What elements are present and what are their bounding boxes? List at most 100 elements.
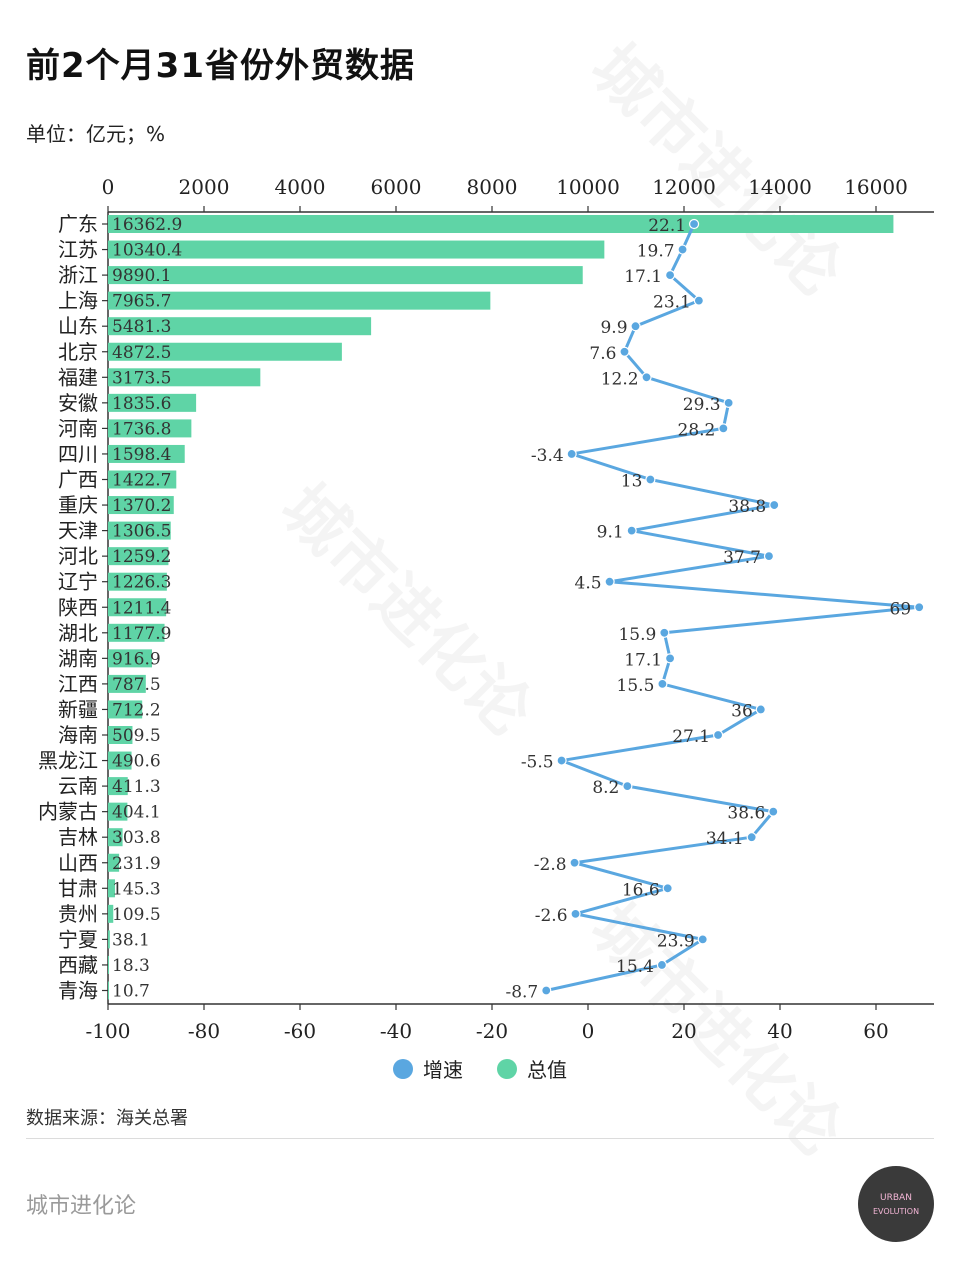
category-label: 云南 — [58, 774, 98, 798]
category-label: 广西 — [58, 468, 98, 492]
growth-point — [723, 397, 734, 408]
bar-value-label: 411.3 — [112, 777, 161, 797]
category-label: 山西 — [58, 851, 98, 875]
bar — [108, 930, 110, 949]
bar-value-label: 1835.6 — [112, 394, 171, 414]
bar — [108, 444, 185, 463]
growth-point — [630, 321, 641, 332]
growth-point — [569, 857, 580, 868]
growth-value-label: 22.1 — [648, 216, 686, 236]
top-axis-tick-label: 16000 — [844, 175, 908, 199]
growth-value-label: -8.7 — [505, 983, 538, 1003]
bar-value-label: 109.5 — [112, 905, 161, 925]
growth-value-label: 15.5 — [617, 676, 655, 696]
bar-value-label: 7965.7 — [112, 292, 171, 312]
growth-value-label: 29.3 — [683, 395, 721, 415]
bar — [108, 572, 167, 591]
growth-value-label: 36 — [731, 701, 753, 721]
bottom-axis-tick-label: -80 — [188, 1019, 220, 1043]
bottom-axis-tick-label: 40 — [767, 1019, 792, 1043]
growth-value-label: 37.7 — [723, 548, 761, 568]
category-label: 海南 — [58, 723, 98, 747]
bar — [108, 240, 605, 259]
bar — [108, 598, 167, 617]
category-label: 北京 — [58, 340, 98, 364]
growth-point — [641, 372, 652, 383]
growth-value-label: -5.5 — [521, 753, 554, 773]
growth-point — [645, 474, 656, 485]
growth-value-label: -3.4 — [531, 446, 564, 466]
bar-value-label: 1259.2 — [112, 547, 171, 567]
growth-point — [712, 729, 724, 741]
top-axis-tick-label: 4000 — [275, 175, 326, 199]
bar-value-label: 712.2 — [112, 700, 161, 720]
brand-logo: URBAN EVOLUTION — [858, 1166, 934, 1242]
growth-value-label: 8.2 — [592, 778, 619, 798]
bar-value-label: 38.1 — [112, 930, 150, 950]
source-note: 数据来源：海关总署 — [26, 1108, 188, 1129]
growth-value-label: 9.1 — [597, 523, 624, 543]
bar — [108, 317, 372, 336]
legend-item-total[interactable]: 总值 — [497, 1054, 567, 1083]
growth-point — [768, 806, 779, 817]
chart-area: 0 2000 4000 6000 8000 10000 12000 14000 16000 -10… — [38, 175, 934, 1043]
top-axis-tick-label: 8000 — [467, 175, 518, 199]
growth-point — [697, 934, 708, 945]
bar — [108, 751, 132, 770]
bar-value-label: 4872.5 — [112, 343, 171, 363]
divider — [26, 1138, 934, 1139]
category-label: 江苏 — [58, 238, 98, 262]
chart-title: 前2个月31省份外贸数据 — [26, 46, 415, 86]
legend: 增速 总值 — [0, 1054, 960, 1083]
bar — [108, 700, 143, 719]
bar — [108, 981, 109, 1000]
bar-value-label: 18.3 — [112, 956, 150, 976]
bar-value-label: 10.7 — [112, 982, 150, 1002]
growth-value-label: 13 — [621, 472, 643, 492]
top-axis-tick-label: 14000 — [748, 175, 812, 199]
bottom-axis-tick-label: -20 — [476, 1019, 508, 1043]
legend-label: 增速 — [423, 1058, 463, 1082]
bar-value-label: 10340.4 — [112, 241, 182, 261]
category-label: 福建 — [58, 365, 98, 389]
category-label: 四川 — [58, 442, 98, 466]
bar — [108, 879, 115, 898]
bar — [108, 802, 128, 821]
growth-point — [541, 985, 552, 996]
bar — [108, 291, 491, 310]
bar-value-label: 5481.3 — [112, 317, 171, 337]
bottom-axis-tick-label: -60 — [284, 1019, 316, 1043]
category-label: 青海 — [58, 979, 98, 1003]
legend-label: 总值 — [527, 1058, 567, 1082]
growth-point — [657, 678, 668, 690]
growth-value-label: 12.2 — [601, 369, 639, 389]
bottom-axis-tick-label: 60 — [863, 1019, 888, 1043]
category-label: 河北 — [58, 544, 98, 568]
bar — [108, 547, 169, 566]
growth-value-label: 15.9 — [618, 625, 656, 645]
bar — [108, 904, 114, 923]
bottom-axis-tick-label: -100 — [86, 1019, 131, 1043]
logo-text: EVOLUTION — [873, 1207, 919, 1216]
bar-value-label: 490.6 — [112, 752, 161, 772]
bar — [108, 496, 174, 515]
growth-point — [556, 755, 567, 766]
top-axis-tick-label: 6000 — [371, 175, 422, 199]
growth-point — [769, 499, 780, 511]
logo-text: URBAN — [880, 1193, 912, 1203]
growth-value-label: 38.8 — [728, 497, 766, 517]
bar-value-label: 1306.5 — [112, 522, 171, 542]
category-label: 西藏 — [58, 953, 98, 977]
legend-item-growth[interactable]: 增速 — [393, 1054, 463, 1083]
growth-point — [570, 908, 581, 919]
top-axis-tick-label: 2000 — [179, 175, 230, 199]
category-label: 广东 — [58, 212, 98, 236]
bar-value-label: 303.8 — [112, 828, 161, 848]
bottom-axis-tick-label: 20 — [671, 1019, 696, 1043]
category-label: 安徽 — [58, 391, 98, 415]
growth-point — [566, 448, 577, 460]
category-label: 辽宁 — [58, 570, 98, 594]
category-label: 天津 — [58, 519, 98, 543]
category-label: 上海 — [58, 289, 98, 313]
growth-point — [664, 653, 676, 664]
